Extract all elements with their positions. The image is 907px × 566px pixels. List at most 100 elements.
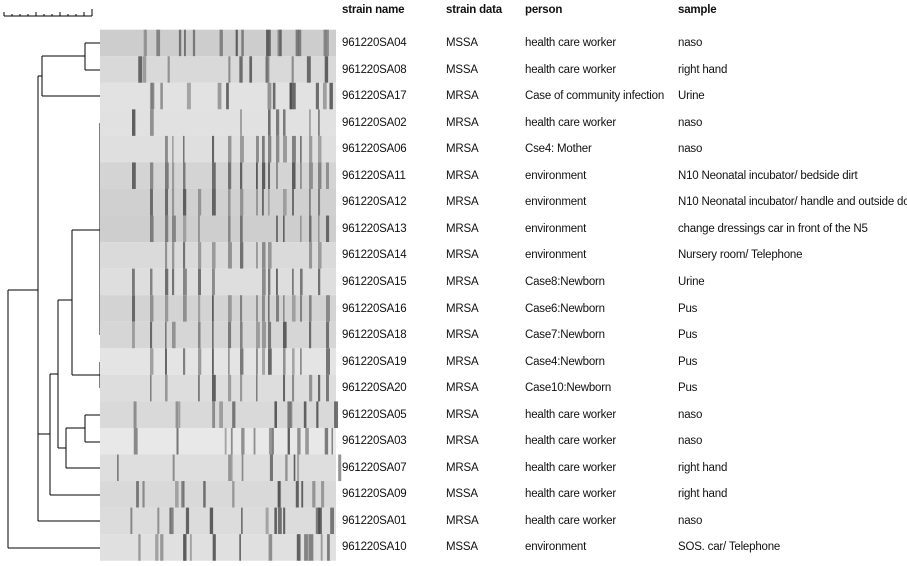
gel-lane xyxy=(100,56,336,83)
gel-band xyxy=(240,189,243,216)
table-cell: 961220SA05 xyxy=(342,409,407,421)
gel-band xyxy=(150,375,152,402)
gel-band xyxy=(136,481,139,508)
gel-band xyxy=(228,56,230,83)
gel-band xyxy=(150,295,153,322)
table-cell: 961220SA16 xyxy=(342,303,407,315)
gel-band xyxy=(292,189,294,216)
gel-band xyxy=(138,56,142,83)
table-cell: N10 Neonatal incubator/ bedside dirt xyxy=(678,170,857,182)
gel-band xyxy=(262,242,266,269)
gel-band xyxy=(309,189,311,216)
figure: strain namestrain datapersonsample961220… xyxy=(0,0,907,566)
table-cell: 961220SA15 xyxy=(342,276,407,288)
gel-band xyxy=(285,455,287,482)
gel-band xyxy=(134,428,138,455)
gel-band xyxy=(150,216,154,243)
dendrogram xyxy=(8,43,100,548)
gel-band xyxy=(309,162,313,189)
table-cell: health care worker xyxy=(525,462,616,474)
gel-band xyxy=(304,401,307,428)
gel-band xyxy=(274,401,276,428)
gel-band xyxy=(292,56,294,83)
gel-band xyxy=(276,216,278,243)
table-cell: Pus xyxy=(678,303,697,315)
gel-band xyxy=(132,322,135,349)
gel-band xyxy=(268,162,270,189)
gel-band xyxy=(327,534,330,561)
table-cell: health care worker xyxy=(525,37,616,49)
gel-band xyxy=(160,83,163,110)
gel-band xyxy=(143,56,147,83)
gel-band xyxy=(290,401,292,428)
gel-band xyxy=(318,375,320,402)
table-cell: 961220SA06 xyxy=(342,143,407,155)
gel-band xyxy=(172,269,174,296)
gel-band xyxy=(239,56,242,83)
column-header: strain data xyxy=(446,4,502,16)
gel-band xyxy=(241,30,244,57)
gel-band xyxy=(171,508,174,535)
gel-band xyxy=(256,242,258,269)
gel-band xyxy=(316,83,319,110)
gel-band xyxy=(283,109,286,136)
gel-band xyxy=(198,216,200,243)
gel-band xyxy=(156,30,160,57)
table-cell: MRSA xyxy=(446,117,478,129)
table-cell: naso xyxy=(678,515,702,527)
table-cell: 961220SA07 xyxy=(342,462,407,474)
table-cell: 961220SA19 xyxy=(342,356,407,368)
gel-band xyxy=(318,136,321,163)
gel-band xyxy=(236,30,238,57)
gel-band xyxy=(239,534,241,561)
gel-band xyxy=(176,401,179,428)
gel-band xyxy=(268,348,272,375)
gel-band xyxy=(292,375,294,402)
table-cell: naso xyxy=(678,37,702,49)
gel-band xyxy=(268,242,272,269)
gel-band xyxy=(242,455,244,482)
table-cell: 961220SA14 xyxy=(342,249,407,261)
gel-band xyxy=(283,508,285,535)
gel-band xyxy=(150,348,153,375)
table-cell: environment xyxy=(525,541,586,553)
gel-band xyxy=(144,30,147,57)
table-cell: 961220SA02 xyxy=(342,117,407,129)
gel-band xyxy=(183,295,187,322)
gel-band xyxy=(309,375,312,402)
gel-band xyxy=(296,481,299,508)
gel-band xyxy=(198,348,201,375)
gel-band xyxy=(130,508,132,535)
gel-band xyxy=(165,136,168,163)
gel-band xyxy=(179,401,181,428)
table-cell: MRSA xyxy=(446,329,478,341)
gel-band xyxy=(198,269,201,296)
gel-band xyxy=(172,322,176,349)
gel-band xyxy=(132,269,135,296)
gel-lane xyxy=(100,322,336,349)
gel-band xyxy=(294,455,296,482)
gel-band xyxy=(321,481,324,508)
gel-band xyxy=(338,455,341,482)
gel-band xyxy=(309,295,312,322)
gel-band xyxy=(287,401,291,428)
gel-band xyxy=(292,348,295,375)
gel-band xyxy=(268,322,271,349)
gel-band xyxy=(267,83,271,110)
gel-band xyxy=(301,481,303,508)
gel-band xyxy=(266,56,270,83)
gel-band xyxy=(228,295,232,322)
table-cell: Urine xyxy=(678,90,704,102)
gel-band xyxy=(309,109,311,136)
gel-band xyxy=(212,136,214,163)
gel-band xyxy=(240,242,243,269)
gel-band xyxy=(190,534,192,561)
table-cell: Case4:Newborn xyxy=(525,356,605,368)
table-cell: right hand xyxy=(678,462,727,474)
table-cell: change dressings car in front of the N5 xyxy=(678,223,868,235)
gel-band xyxy=(198,322,201,349)
table-cell: environment xyxy=(525,223,586,235)
table-cell: MSSA xyxy=(446,488,478,500)
gel-band xyxy=(292,83,295,110)
table-cell: naso xyxy=(678,409,702,421)
